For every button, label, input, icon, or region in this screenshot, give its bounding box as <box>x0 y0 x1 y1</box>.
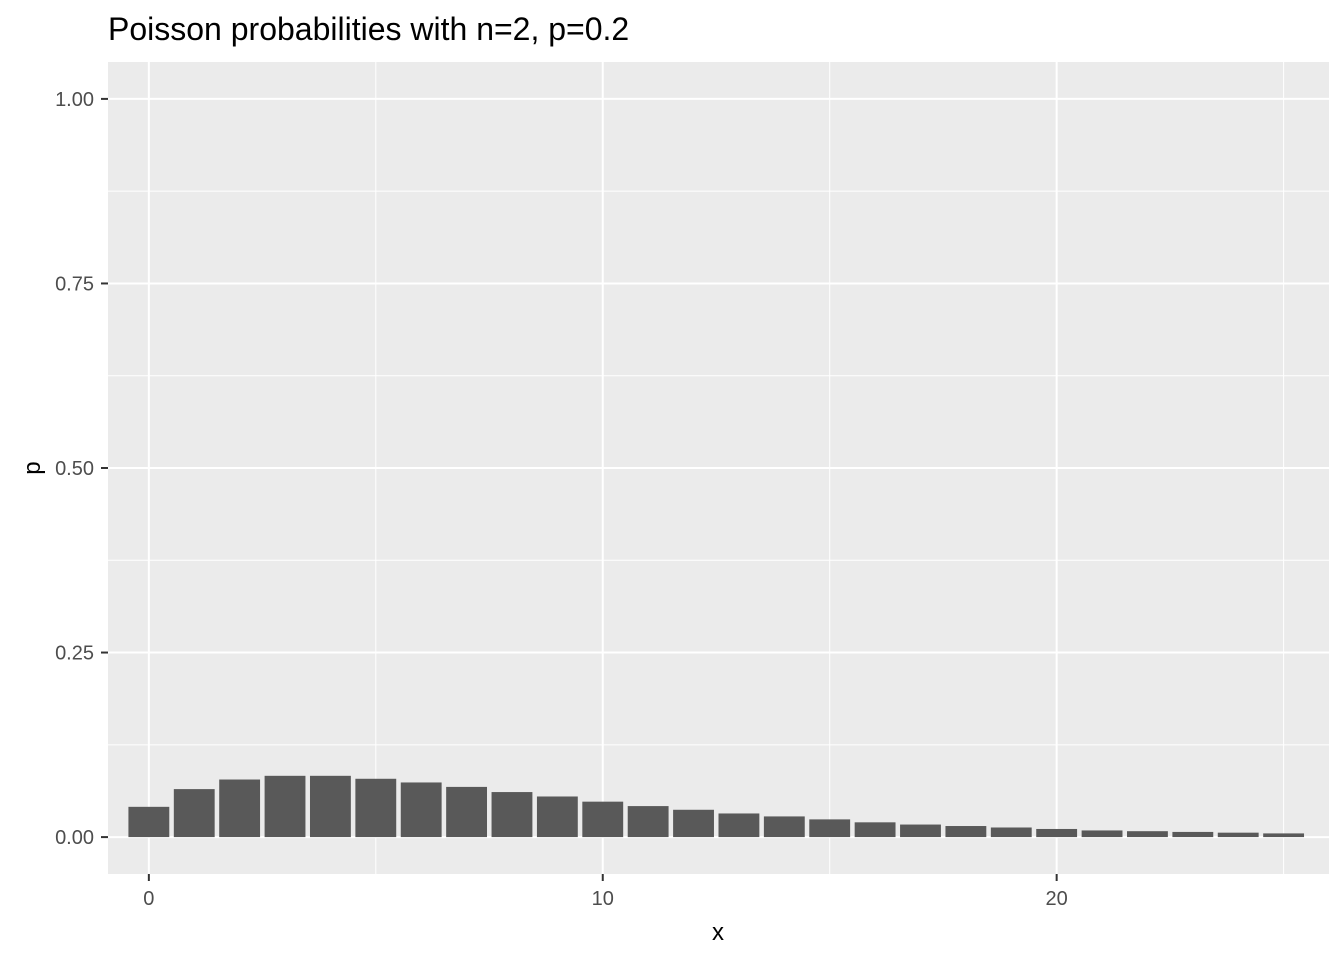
bar <box>355 778 397 838</box>
chart-title: Poisson probabilities with n=2, p=0.2 <box>108 11 629 47</box>
bar <box>990 827 1032 838</box>
bar <box>627 806 669 838</box>
bar <box>400 782 442 838</box>
bars <box>128 775 1305 838</box>
y-tick-label: 0.50 <box>55 458 94 480</box>
bar <box>854 822 896 838</box>
bar <box>945 826 987 838</box>
y-axis: 0.00 0.25 0.50 0.75 1.00 <box>55 89 108 849</box>
bar <box>900 824 941 838</box>
bar <box>763 816 805 838</box>
bar <box>536 796 578 838</box>
y-axis-title: p <box>19 461 46 474</box>
bar <box>219 779 261 838</box>
y-tick-label: 1.00 <box>55 89 94 111</box>
bar <box>1172 831 1214 838</box>
bar <box>673 809 714 838</box>
x-tick-label: 0 <box>143 888 154 910</box>
y-tick-label: 0.25 <box>55 643 94 665</box>
bar <box>718 813 760 838</box>
bar <box>173 789 215 838</box>
y-tick-label: 0.75 <box>55 273 94 295</box>
x-axis: 0 10 20 <box>143 874 1068 910</box>
bar <box>128 806 170 838</box>
bar <box>1217 832 1259 838</box>
bar <box>1263 833 1305 838</box>
bar <box>309 775 351 838</box>
x-tick-label: 20 <box>1046 888 1068 910</box>
bar <box>809 819 851 838</box>
bar <box>1127 831 1168 838</box>
bar <box>446 786 488 838</box>
bar <box>491 792 533 838</box>
bar <box>1081 830 1123 838</box>
x-tick-label: 10 <box>592 888 614 910</box>
bar <box>582 801 624 838</box>
bar <box>264 775 306 838</box>
x-axis-title: x <box>712 919 724 946</box>
bar <box>1036 828 1078 838</box>
y-tick-label: 0.00 <box>55 827 94 849</box>
